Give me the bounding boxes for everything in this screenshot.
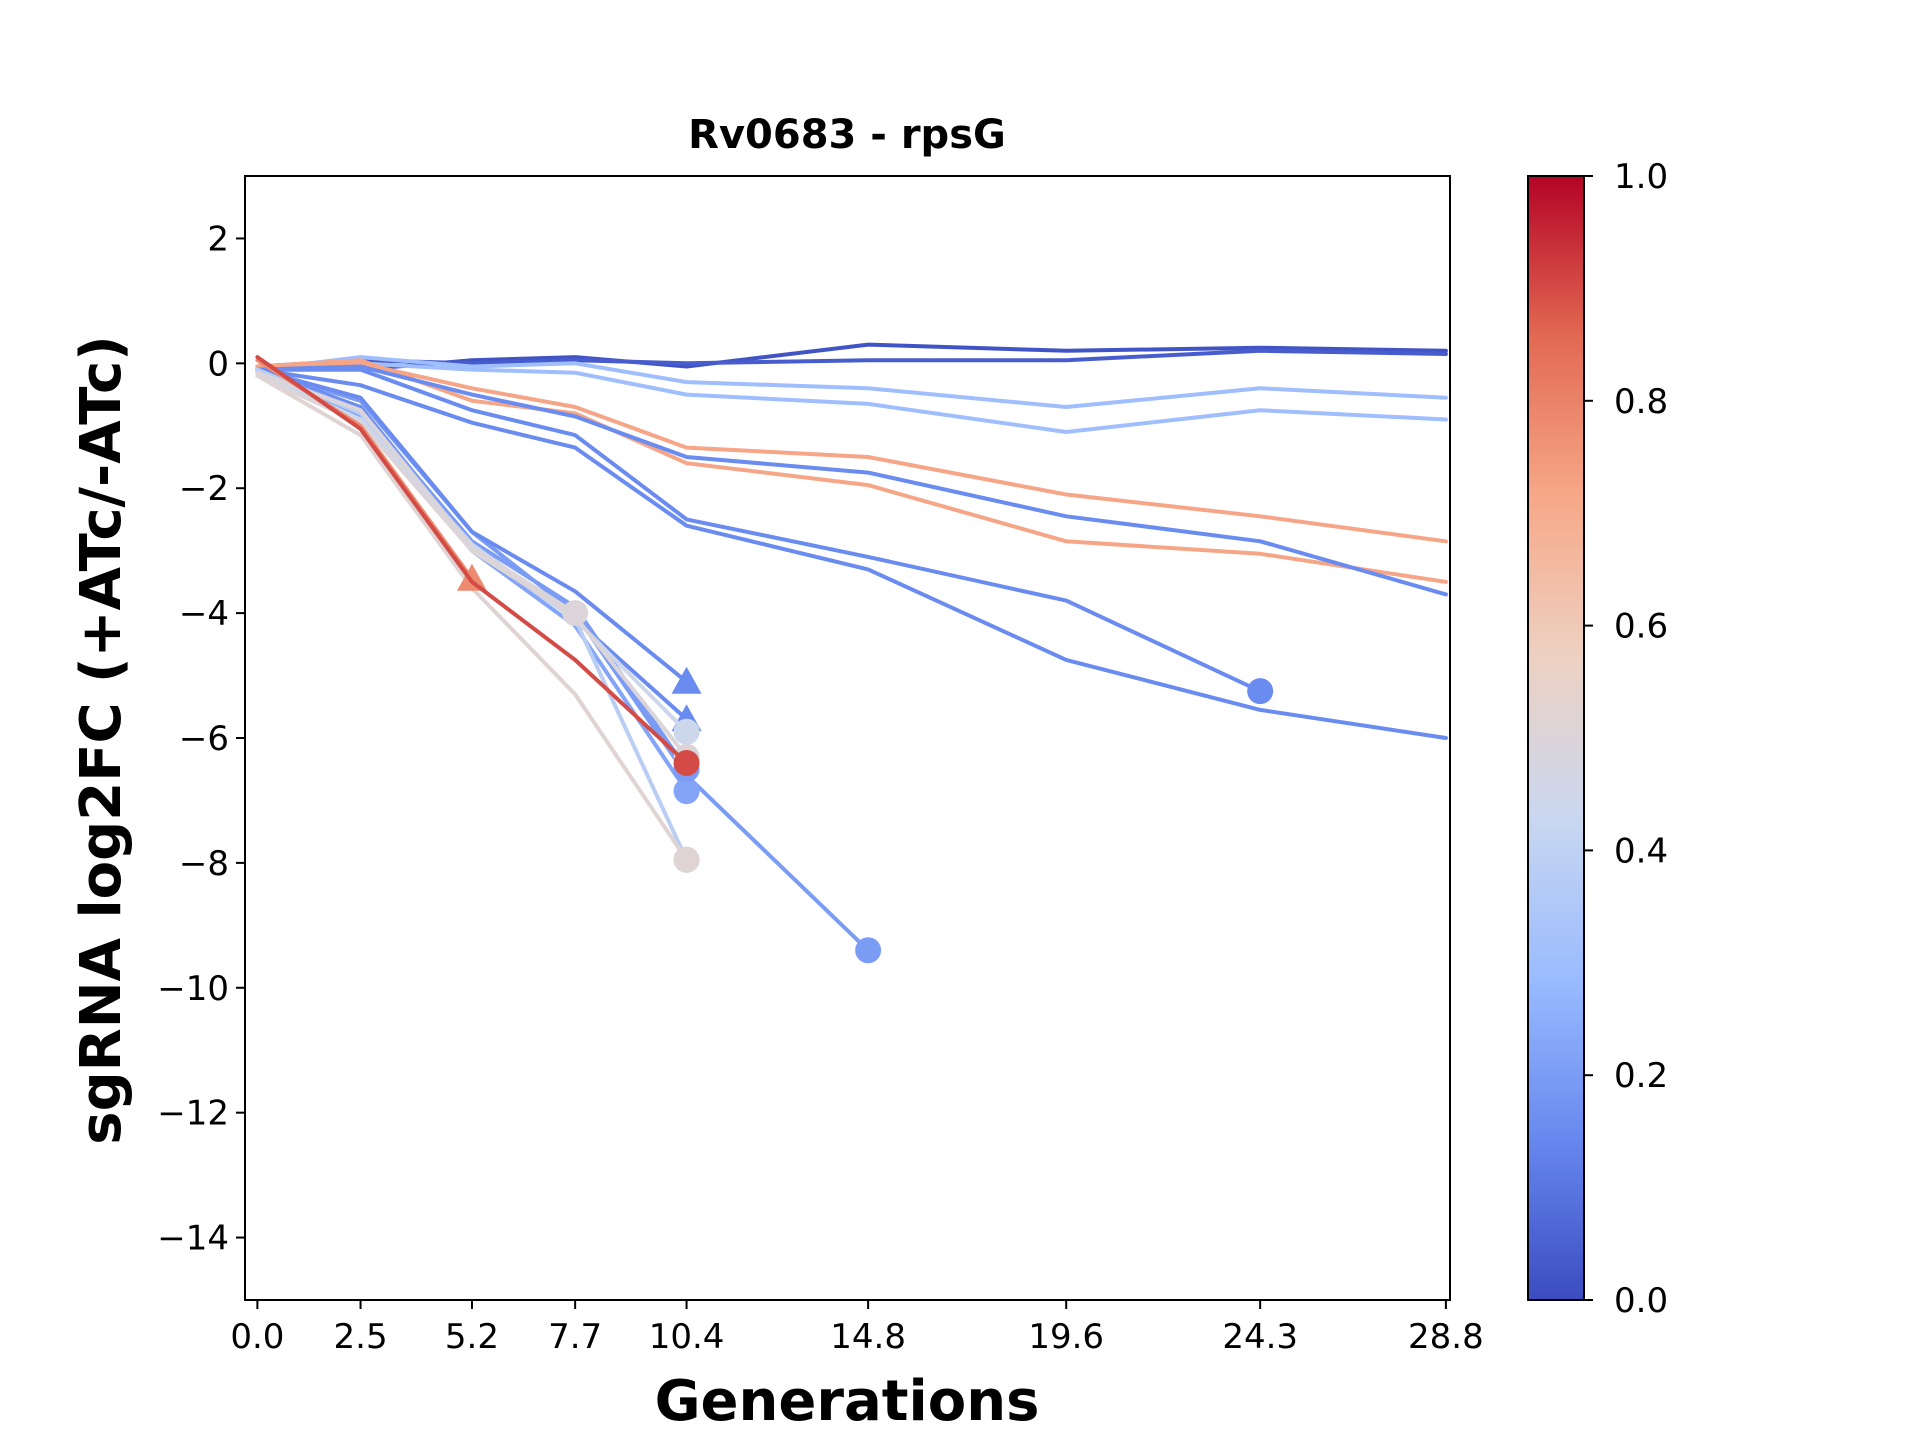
x-axis-ticks: 0.0 2.5 5.2 7.7 10.4 14.8 19.6 24.3 28.8 <box>230 1300 1484 1357</box>
x-tick-label: 24.3 <box>1222 1317 1298 1357</box>
series-line-9 <box>255 367 1448 740</box>
series-line-21 <box>255 355 689 765</box>
y-tick-label: −6 <box>179 719 229 759</box>
y-tick-label: −12 <box>157 1094 229 1134</box>
colorbar-tick-label: 0.6 <box>1614 607 1668 647</box>
series-endpoint-circle-19 <box>673 846 700 873</box>
series-endpoint-circle-16 <box>673 718 700 745</box>
series-endpoint-triangle-20 <box>456 563 487 591</box>
y-tick-label: −14 <box>157 1219 229 1259</box>
chart-title: Rv0683 - rpsG <box>688 112 1006 158</box>
colorbar-ticks: 0.0 0.2 0.4 0.6 0.8 1.0 <box>1584 157 1668 1321</box>
x-tick-label: 10.4 <box>649 1317 725 1357</box>
colorbar-tick-label: 0.4 <box>1614 831 1668 871</box>
x-tick-label: 19.6 <box>1028 1317 1104 1357</box>
series-line-4 <box>255 361 1448 434</box>
x-tick-label: 5.2 <box>445 1317 499 1357</box>
x-axis-label: Generations <box>655 1369 1040 1434</box>
colorbar-tick-label: 0.8 <box>1614 382 1668 422</box>
y-tick-label: 0 <box>207 344 229 384</box>
series-line-11 <box>255 367 689 684</box>
colorbar-tick-label: 1.0 <box>1614 157 1668 197</box>
series-layer <box>255 342 1448 964</box>
x-tick-label: 28.8 <box>1408 1317 1484 1357</box>
colorbar-frame <box>1527 175 1585 1301</box>
series-endpoint-circle-10 <box>855 937 882 964</box>
plot-area: 0.0 2.5 5.2 7.7 10.4 14.8 19.6 24.3 28.8 2 0 −2 −4 −… <box>157 175 1484 1357</box>
x-tick-label: 14.8 <box>830 1317 906 1357</box>
x-tick-label: 0.0 <box>230 1317 284 1357</box>
series-line-3 <box>255 355 1448 409</box>
y-tick-label: −2 <box>179 469 229 509</box>
series-endpoint-circle-21 <box>673 749 700 776</box>
y-tick-label: −8 <box>179 844 229 884</box>
x-tick-label: 7.7 <box>548 1317 602 1357</box>
series-line-7 <box>255 364 1448 597</box>
y-tick-label: 2 <box>207 219 229 259</box>
colorbar-tick-label: 0.2 <box>1614 1056 1668 1096</box>
y-axis-ticks: 2 0 −2 −4 −6 −8 −10 −12 −14 <box>157 219 245 1259</box>
series-line-8 <box>255 367 1263 694</box>
series-endpoint-triangle-11 <box>671 666 702 694</box>
y-axis-label: sgRNA log2FC (+ATc/-ATc) <box>69 335 134 1145</box>
y-tick-label: −10 <box>157 969 229 1009</box>
colorbar-gradient <box>1528 176 1584 1300</box>
x-tick-label: 2.5 <box>334 1317 388 1357</box>
series-endpoint-circle-13 <box>673 778 700 805</box>
series-endpoint-circle-8 <box>1247 678 1274 705</box>
colorbar-tick-label: 0.0 <box>1614 1281 1668 1321</box>
series-line-6 <box>255 358 1448 584</box>
y-tick-label: −4 <box>179 594 229 634</box>
colorbar: 0.0 0.2 0.4 0.6 0.8 1.0 <box>1527 157 1668 1321</box>
series-endpoint-circle-18 <box>562 600 589 627</box>
